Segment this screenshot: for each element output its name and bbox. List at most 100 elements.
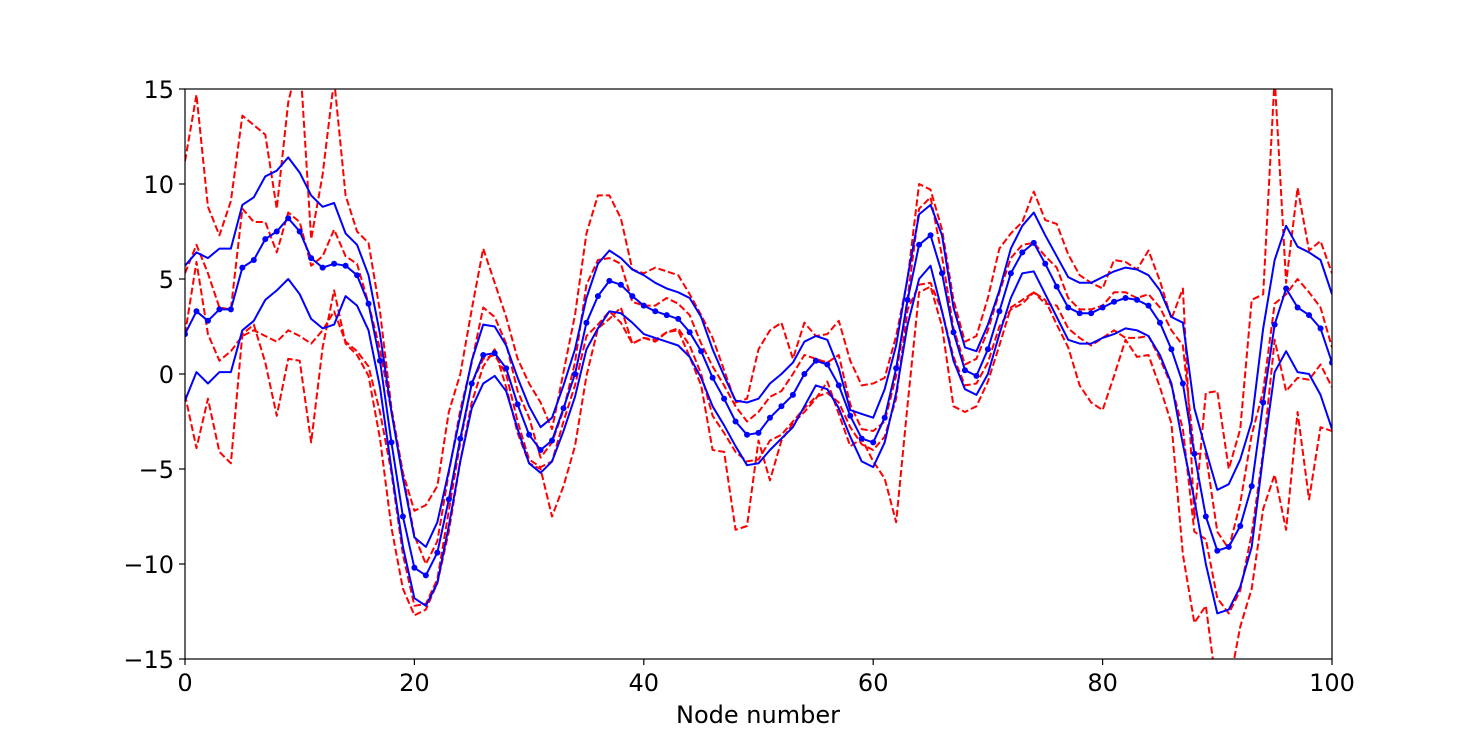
data-point bbox=[1007, 270, 1014, 277]
data-point bbox=[411, 564, 418, 571]
data-point bbox=[376, 357, 383, 364]
series-line-lower-outer-band bbox=[185, 285, 1332, 659]
data-point bbox=[870, 439, 877, 446]
data-point bbox=[835, 382, 842, 389]
x-tick-label: 60 bbox=[858, 669, 889, 697]
data-point bbox=[663, 312, 670, 319]
y-tick-label: 0 bbox=[159, 361, 174, 389]
x-tick-label: 100 bbox=[1309, 669, 1355, 697]
data-point bbox=[858, 435, 865, 442]
data-point bbox=[227, 306, 234, 313]
data-point bbox=[296, 228, 303, 235]
data-point bbox=[468, 380, 475, 387]
y-tick-label: −15 bbox=[123, 646, 174, 674]
data-point bbox=[514, 401, 521, 408]
data-point bbox=[1294, 304, 1301, 311]
data-point bbox=[1179, 380, 1186, 387]
x-axis-label: Node number bbox=[676, 701, 840, 729]
data-point bbox=[652, 308, 659, 315]
data-point bbox=[1156, 319, 1163, 326]
data-point bbox=[285, 215, 292, 222]
data-point bbox=[537, 447, 544, 453]
data-point bbox=[617, 281, 624, 288]
data-point bbox=[904, 296, 911, 303]
data-point bbox=[1042, 260, 1049, 267]
y-tick-label: 15 bbox=[143, 76, 174, 104]
data-point bbox=[560, 405, 567, 412]
y-tick-label: 5 bbox=[159, 266, 174, 294]
y-tick-label: −10 bbox=[123, 551, 174, 579]
data-point bbox=[1306, 312, 1313, 319]
data-point bbox=[262, 236, 269, 243]
data-point bbox=[399, 513, 406, 520]
data-point bbox=[1111, 298, 1118, 305]
data-point bbox=[675, 315, 682, 322]
data-point bbox=[1225, 543, 1232, 550]
data-point bbox=[1237, 523, 1244, 529]
data-point bbox=[342, 262, 349, 269]
data-point bbox=[1122, 295, 1129, 301]
data-point bbox=[686, 329, 693, 336]
data-point bbox=[422, 572, 429, 579]
data-point bbox=[250, 257, 257, 263]
data-point bbox=[778, 403, 785, 410]
x-tick-label: 40 bbox=[629, 669, 660, 697]
data-point bbox=[491, 350, 498, 357]
x-tick-label: 80 bbox=[1087, 669, 1118, 697]
data-point bbox=[996, 308, 1003, 315]
data-point bbox=[961, 367, 968, 374]
data-point bbox=[1260, 399, 1267, 406]
series-line-upper-band bbox=[185, 156, 1332, 548]
data-point bbox=[629, 293, 636, 300]
data-point bbox=[354, 272, 361, 279]
x-tick-label: 0 bbox=[177, 669, 192, 697]
data-point bbox=[698, 348, 705, 355]
data-point bbox=[594, 293, 601, 300]
data-point bbox=[1248, 483, 1255, 490]
data-point bbox=[185, 331, 188, 338]
data-point bbox=[939, 270, 946, 277]
y-tick-label: 10 bbox=[143, 171, 174, 199]
data-point bbox=[583, 319, 590, 326]
data-point bbox=[640, 302, 647, 309]
data-point bbox=[1214, 547, 1221, 554]
data-point bbox=[216, 306, 223, 313]
data-point bbox=[893, 365, 900, 372]
y-axis: −15 −10 −5 0 5 10 15 bbox=[123, 76, 185, 674]
data-point bbox=[732, 418, 739, 425]
data-point bbox=[1168, 346, 1175, 353]
x-tick-label: 20 bbox=[399, 669, 430, 697]
data-point bbox=[503, 365, 510, 372]
data-point bbox=[193, 308, 200, 315]
data-point bbox=[1030, 239, 1037, 246]
y-tick-label: −5 bbox=[139, 456, 174, 484]
data-point bbox=[1065, 304, 1072, 311]
data-point bbox=[801, 371, 808, 377]
data-point bbox=[916, 241, 923, 248]
series-layer bbox=[185, 89, 1332, 659]
data-point bbox=[365, 300, 372, 307]
data-point bbox=[881, 414, 888, 421]
data-point bbox=[549, 437, 556, 444]
data-point bbox=[1271, 321, 1278, 328]
x-axis: 0 20 40 60 80 100 bbox=[177, 659, 1355, 697]
data-point bbox=[606, 277, 613, 284]
data-point bbox=[709, 374, 716, 381]
data-point bbox=[571, 371, 578, 377]
data-point bbox=[766, 414, 773, 421]
data-point bbox=[812, 357, 819, 364]
data-point bbox=[388, 439, 395, 446]
series-line-upper-inner-band bbox=[185, 196, 1332, 565]
series-line-upper-outer-band bbox=[185, 89, 1332, 520]
data-point bbox=[1076, 310, 1083, 317]
data-point bbox=[457, 435, 464, 442]
data-point bbox=[973, 372, 980, 379]
data-point bbox=[480, 352, 487, 358]
data-point bbox=[1317, 325, 1324, 332]
data-point bbox=[273, 228, 280, 235]
data-point bbox=[1283, 285, 1290, 292]
data-point bbox=[984, 346, 991, 353]
data-point bbox=[847, 412, 854, 419]
plot-area-background bbox=[185, 89, 1332, 659]
